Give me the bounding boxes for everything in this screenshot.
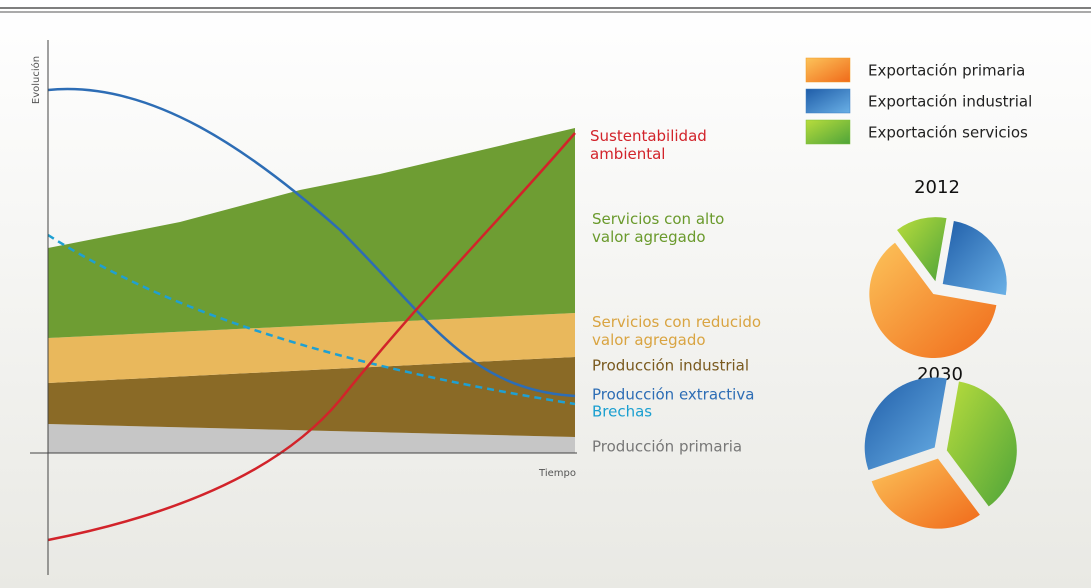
line-extractiva xyxy=(47,87,576,398)
legend-swatch xyxy=(805,57,851,83)
pie-slice xyxy=(871,458,980,529)
area-primaria xyxy=(48,424,575,453)
label: Producción extractiva xyxy=(592,386,754,404)
label: Servicios con reducido valor agregado xyxy=(592,313,761,349)
pie-slice xyxy=(897,217,947,282)
label: Producción primaria xyxy=(592,438,742,456)
label: Sustentabilidad ambiental xyxy=(590,127,707,163)
legend-label: Exportación servicios xyxy=(868,124,1028,142)
area-servicios-reducido xyxy=(48,313,575,383)
label: Servicios con alto valor agregado xyxy=(592,210,724,246)
x-axis-label: Tiempo xyxy=(538,468,576,479)
pie-slice xyxy=(869,242,997,358)
pie-slice xyxy=(942,220,1007,296)
label: Brechas xyxy=(592,403,652,421)
legend-label: Exportación primaria xyxy=(868,62,1025,80)
area-industrial xyxy=(48,357,575,437)
legend-swatch xyxy=(805,119,851,145)
line-sustentabilidad xyxy=(47,132,576,542)
pie-slice xyxy=(864,377,947,471)
legend-swatch xyxy=(805,88,851,114)
legend-label: Exportación industrial xyxy=(868,93,1032,111)
pie-label: 2012 xyxy=(914,177,960,198)
y-axis-label: Evolución xyxy=(30,56,42,104)
area-servicios-alto xyxy=(48,128,575,338)
line-brechas xyxy=(47,233,576,406)
pie-slice xyxy=(946,381,1017,507)
label: Producción industrial xyxy=(592,357,749,375)
